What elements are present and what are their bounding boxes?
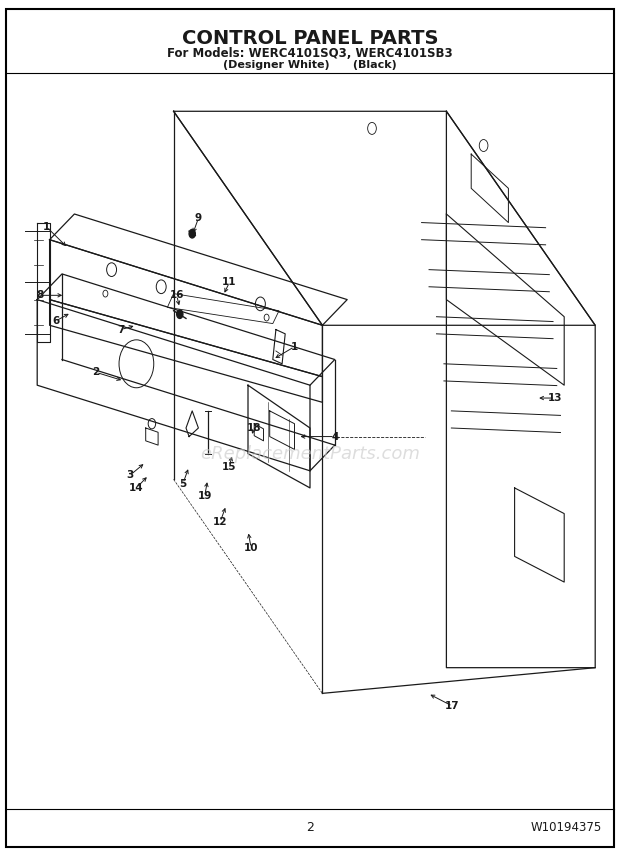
Text: 2: 2 bbox=[306, 821, 314, 835]
Text: 5: 5 bbox=[179, 479, 187, 489]
Text: 7: 7 bbox=[117, 324, 125, 335]
Text: 6: 6 bbox=[52, 316, 60, 326]
Circle shape bbox=[189, 229, 195, 238]
Text: W10194375: W10194375 bbox=[530, 821, 601, 835]
Text: 10: 10 bbox=[244, 543, 259, 553]
Text: 13: 13 bbox=[547, 393, 562, 403]
Text: 12: 12 bbox=[213, 517, 228, 527]
Text: 19: 19 bbox=[197, 491, 212, 502]
Text: 3: 3 bbox=[126, 470, 134, 480]
Text: 17: 17 bbox=[445, 701, 460, 711]
Text: For Models: WERC4101SQ3, WERC4101SB3: For Models: WERC4101SQ3, WERC4101SB3 bbox=[167, 46, 453, 60]
Circle shape bbox=[177, 310, 183, 318]
Text: CONTROL PANEL PARTS: CONTROL PANEL PARTS bbox=[182, 29, 438, 48]
Text: eReplacementParts.com: eReplacementParts.com bbox=[200, 444, 420, 463]
Text: 9: 9 bbox=[195, 213, 202, 223]
Text: 1: 1 bbox=[291, 342, 298, 352]
Text: 16: 16 bbox=[169, 290, 184, 300]
Text: 4: 4 bbox=[331, 431, 339, 442]
Text: 2: 2 bbox=[92, 367, 100, 377]
Text: 11: 11 bbox=[222, 277, 237, 288]
Text: 15: 15 bbox=[222, 461, 237, 472]
Text: 1: 1 bbox=[43, 222, 50, 232]
Text: 8: 8 bbox=[37, 290, 44, 300]
Text: 14: 14 bbox=[129, 483, 144, 493]
Text: (Designer White)      (Black): (Designer White) (Black) bbox=[223, 60, 397, 70]
Text: 18: 18 bbox=[247, 423, 262, 433]
